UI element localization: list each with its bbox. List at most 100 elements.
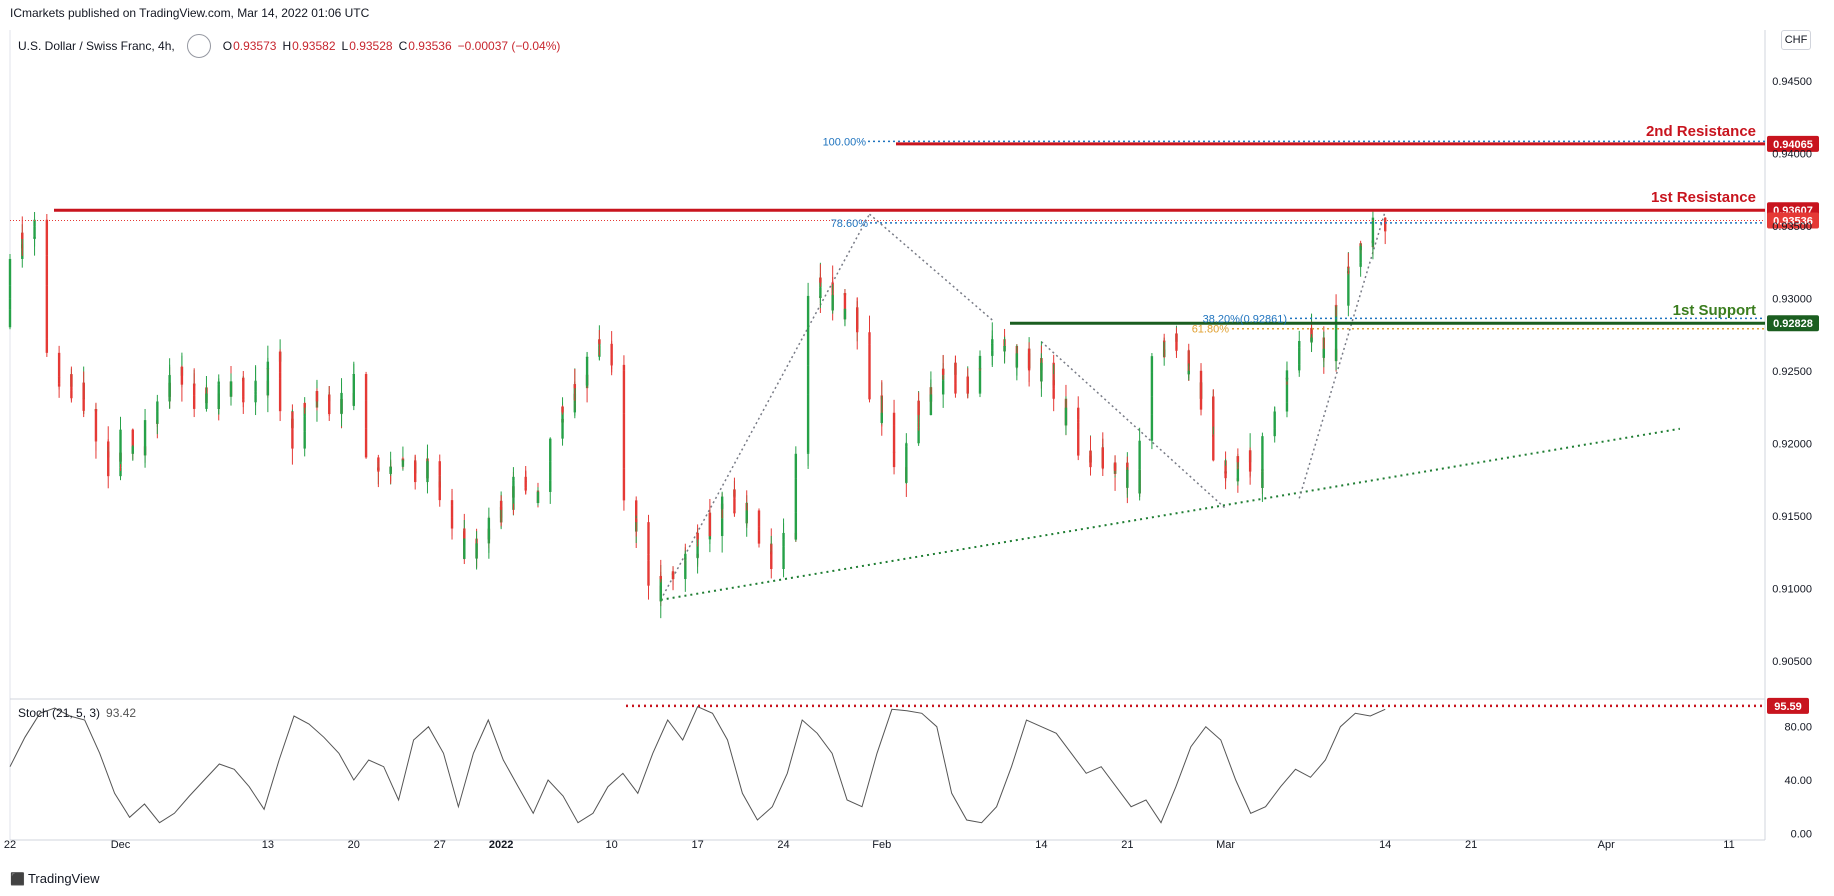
candle-body bbox=[1027, 361, 1031, 371]
candle-body bbox=[708, 512, 712, 537]
candle-body bbox=[1003, 345, 1006, 347]
candle-body bbox=[1150, 372, 1154, 397]
candle-body bbox=[598, 339, 601, 344]
stoch-tick-label: 40.00 bbox=[1784, 775, 1812, 787]
candle-body bbox=[1334, 305, 1338, 307]
price-tick-label: 0.93000 bbox=[1772, 293, 1812, 305]
open-value: 0.93573 bbox=[233, 39, 277, 53]
candle-body bbox=[180, 366, 184, 385]
candle-body bbox=[1347, 271, 1350, 306]
candle-body bbox=[905, 443, 908, 447]
candle-body bbox=[782, 546, 785, 565]
candle-body bbox=[1359, 246, 1362, 251]
candle-body bbox=[1175, 349, 1178, 351]
time-tick-label: Mar bbox=[1216, 839, 1235, 851]
candle-body bbox=[364, 400, 368, 423]
stochastic-line bbox=[9, 706, 1386, 824]
time-tick-label: 13 bbox=[262, 839, 274, 851]
candle-body bbox=[1199, 382, 1203, 410]
candle-body bbox=[978, 368, 982, 393]
candle-body bbox=[524, 487, 527, 491]
candle-body bbox=[291, 429, 294, 449]
candle-body bbox=[1236, 467, 1240, 482]
stoch-level-label: 95.59 bbox=[1774, 701, 1802, 713]
time-tick-label: Feb bbox=[872, 839, 891, 851]
fib-618-label: 61.80% bbox=[1192, 324, 1230, 336]
time-tick-label: Dec bbox=[111, 839, 131, 851]
candle-body bbox=[303, 403, 306, 408]
candle-body bbox=[1371, 217, 1375, 244]
footer-logo-text: TradingView bbox=[27, 871, 100, 886]
candle-body bbox=[929, 394, 933, 402]
candle-body bbox=[94, 440, 98, 442]
footer-logo[interactable]: ⬛ TradingView bbox=[10, 871, 100, 886]
candle-body bbox=[806, 394, 810, 453]
publisher-line: ICmarkets published on TradingView.com, … bbox=[10, 6, 370, 20]
candle-body bbox=[463, 538, 466, 559]
time-tick-label: 21 bbox=[1465, 839, 1477, 851]
candle-body bbox=[659, 576, 662, 602]
candle-body bbox=[1150, 414, 1154, 438]
candle-body bbox=[512, 476, 515, 481]
time-tick-label: Apr bbox=[1598, 839, 1615, 851]
candle-body bbox=[917, 400, 920, 416]
candle-body bbox=[856, 312, 859, 333]
time-tick-label: 10 bbox=[606, 839, 618, 851]
candle-body bbox=[131, 433, 134, 447]
candle-body bbox=[1334, 328, 1338, 362]
candle-body bbox=[229, 381, 233, 392]
candle-body bbox=[1212, 435, 1215, 461]
high-value: 0.93582 bbox=[292, 39, 336, 53]
candle-body bbox=[622, 413, 626, 469]
symbol-name: U.S. Dollar / Swiss Franc, 4h, bbox=[18, 39, 175, 53]
candle-body bbox=[315, 396, 319, 402]
candle-body bbox=[21, 232, 24, 240]
candle-body bbox=[242, 399, 245, 403]
candle-body bbox=[647, 560, 650, 586]
candle-body bbox=[622, 468, 626, 501]
close-label: C bbox=[398, 39, 408, 53]
candle-body bbox=[266, 368, 270, 396]
candle-body bbox=[1248, 469, 1252, 472]
candle-body bbox=[843, 308, 847, 311]
candle-body bbox=[217, 384, 220, 408]
candle-body bbox=[561, 406, 564, 413]
candle-body bbox=[1384, 217, 1387, 232]
candle-body bbox=[954, 383, 957, 394]
candle-body bbox=[377, 467, 380, 472]
candle-body bbox=[450, 519, 454, 529]
time-tick-label: 14 bbox=[1035, 839, 1047, 851]
candle-body bbox=[168, 375, 171, 381]
candle-body bbox=[1212, 396, 1215, 437]
candle-body bbox=[33, 219, 36, 227]
candle-body bbox=[266, 361, 270, 370]
currency-button[interactable]: CHF bbox=[1781, 30, 1811, 50]
candle-body bbox=[610, 364, 613, 366]
candle-body bbox=[70, 390, 73, 399]
candle-body bbox=[892, 451, 896, 468]
candle-body bbox=[806, 365, 810, 395]
candle-body bbox=[1064, 407, 1068, 425]
swing-line bbox=[1298, 211, 1386, 499]
candle-body bbox=[205, 393, 208, 404]
candle-body bbox=[1138, 440, 1141, 470]
resistance-2-price-label: 0.94065 bbox=[1773, 139, 1813, 151]
candle-body bbox=[720, 518, 724, 537]
price-tick-label: 0.91500 bbox=[1772, 511, 1812, 523]
indicator-toggle-circle[interactable] bbox=[186, 34, 211, 58]
candle-body bbox=[1150, 356, 1154, 373]
time-tick-label: 11 bbox=[1723, 839, 1734, 851]
candle-body bbox=[868, 332, 871, 338]
candle-body bbox=[389, 466, 392, 474]
resistance-1-name: 1st Resistance bbox=[1651, 189, 1756, 206]
candle-body bbox=[401, 460, 405, 462]
candle-body bbox=[438, 481, 441, 501]
candle-body bbox=[254, 380, 257, 382]
candle-body bbox=[1089, 450, 1092, 468]
support-1-price-label-bg bbox=[1767, 315, 1819, 332]
close-value: 0.93536 bbox=[408, 39, 452, 53]
swing-line bbox=[869, 213, 993, 321]
support-1-price-label: 0.92828 bbox=[1773, 318, 1813, 330]
candle-body bbox=[941, 368, 945, 375]
